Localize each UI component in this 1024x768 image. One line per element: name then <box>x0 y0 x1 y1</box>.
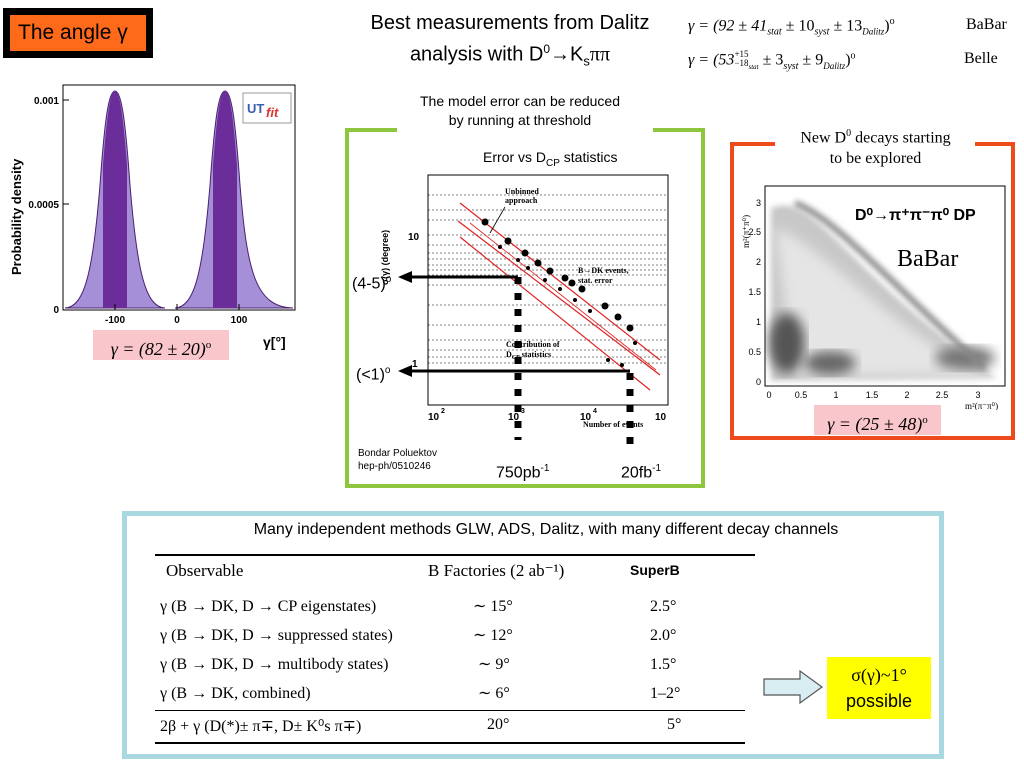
dalitz-ytick-5: 0.5 <box>748 347 761 357</box>
slide-title: The angle γ <box>10 15 146 51</box>
table-last-row: 2β + γ (D(*)± π∓, D± K⁰s π∓) 20° 5° <box>160 716 682 735</box>
obs-table: γ (B → DK, D → CP eigenstates) ∼ 15° 2.5° … <box>160 592 720 708</box>
arrow1-label: (4-5)o <box>352 274 392 293</box>
dalitz-xtick-5: 2.5 <box>936 390 949 400</box>
table-bottom-rule <box>155 742 745 744</box>
measurement-babar: γ = (92 ± 41stat ± 10syst ± 13Dalitz)o B… <box>688 16 1007 38</box>
right-result: γ = (25 ± 48)o <box>814 405 941 435</box>
dalitz-plot: D⁰→π⁺π⁻π⁰ DP BaBar m²(π⁺π⁰) 3 2.5 2 1.5 … <box>741 185 1006 410</box>
left-peak-2-inner <box>213 91 237 308</box>
label-contrib-1: Contribution of <box>506 340 560 349</box>
table-row: γ (B → DK, D → CP eigenstates) ∼ 15° 2.5° <box>160 598 677 615</box>
label-bdk-2: stat. error <box>578 276 613 285</box>
dalitz-ytick-0: 3 <box>756 198 761 208</box>
left-xtick-1: 0 <box>174 315 180 326</box>
mid-ytick-10: 10 <box>408 232 420 243</box>
dalitz-xtick-6: 3 <box>975 390 980 400</box>
orange-frame-top-left <box>730 142 775 146</box>
new-decays-note: New D0 decays starting to be explored <box>800 128 951 168</box>
mid-xtick-1: 10 <box>508 412 520 423</box>
left-result: γ = (82 ± 20)o <box>93 330 229 360</box>
utfit-logo-ut: UT <box>247 101 264 116</box>
green-frame <box>345 128 705 488</box>
header-text: Best measurements from Dalitz analysis w… <box>335 10 685 75</box>
bottom-heading: Many independent methods GLW, ADS, Dalit… <box>253 521 839 538</box>
left-ylabel: Probability density <box>9 158 24 275</box>
dalitz-ytick-6: 0 <box>756 377 761 387</box>
dalitz-region-light <box>775 228 990 376</box>
dalitz-xtick-2: 1 <box>833 390 838 400</box>
header-line2: analysis with D0→Ksππ <box>409 42 611 69</box>
col-bfactories: B Factories (2 ab⁻¹) <box>428 561 565 580</box>
left-ytick-0: 0.001 <box>34 96 59 107</box>
dalitz-ytick-4: 1 <box>756 317 761 327</box>
right-arrow <box>763 669 824 705</box>
dalitz-ytick-3: 1.5 <box>748 287 761 297</box>
orange-frame <box>730 142 1015 440</box>
measurement-belle: γ = (53+15 −18stat ± 3syst ± 9Dalitz)o Be… <box>688 49 998 72</box>
probability-plot: Probability density 0.001 0.0005 0 -100 … <box>9 84 296 350</box>
dalitz-blob-2 <box>804 351 856 375</box>
table-row: γ (B → DK, combined) ∼ 6° 1–2° <box>160 685 681 702</box>
dalitz-ylabel: m²(π⁺π⁰) <box>741 215 751 248</box>
mid-xlabel: Number of events <box>583 420 643 429</box>
label-unbinned-1: Unbinned <box>505 187 539 196</box>
arrow2-label: (<1)o <box>356 365 391 384</box>
mid-xtick-0-exp: 2 <box>441 408 445 415</box>
col-observable: Observable <box>166 561 244 580</box>
label-bdk-1: B→DK events, <box>578 266 629 275</box>
mid-xtick-1-exp: 3 <box>521 408 525 415</box>
mid-ytick-1: 1 <box>412 359 418 370</box>
left-ytick-1: 0.0005 <box>28 200 59 211</box>
green-frame-top-right <box>653 128 705 132</box>
dalitz-xtick-0: 0 <box>766 390 771 400</box>
mid-ylabel: σ(γ) (degree) <box>380 230 390 285</box>
mid-xtick-3: 10 <box>655 412 667 423</box>
mid-xtick-0: 10 <box>428 412 440 423</box>
label-contrib-2: DCP statistics <box>506 350 551 361</box>
credit: Bondar Poluektov hep-ph/0510246 <box>358 448 437 472</box>
mid-xtick-2-exp: 4 <box>593 408 597 415</box>
dalitz-xlabel: m²(π⁻π⁰) <box>965 401 998 410</box>
sigma-badge: σ(γ)~1° possible <box>827 657 931 719</box>
col-superb: SuperB <box>630 562 680 578</box>
exp-belle: Belle <box>964 50 998 67</box>
orange-frame-top-right <box>975 142 1015 146</box>
header-line1: Best measurements from Dalitz <box>370 12 650 34</box>
lumi-750: 750pb-1 <box>496 463 550 482</box>
dalitz-band <box>793 200 988 371</box>
dalitz-title: D⁰→π⁺π⁻π⁰ DP <box>855 207 976 224</box>
dalitz-xtick-1: 0.5 <box>795 390 808 400</box>
table-top-rule <box>155 554 755 556</box>
mid-xtick-2: 10 <box>580 412 592 423</box>
dalitz-babar: BaBar <box>897 246 958 272</box>
left-ytick-2: 0 <box>53 305 59 316</box>
dalitz-ytick-1: 2.5 <box>748 227 761 237</box>
left-xtick-2: 100 <box>231 315 248 326</box>
dalitz-blob-1 <box>769 313 805 373</box>
dalitz-xtick-3: 1.5 <box>866 390 879 400</box>
left-xtick-0: -100 <box>105 315 125 326</box>
model-error-note: The model error can be reduced by runnin… <box>420 93 620 128</box>
left-xlabel: γ[°] <box>263 334 286 350</box>
left-peak-1-inner <box>103 91 127 308</box>
dalitz-ytick-2: 2 <box>756 257 761 267</box>
dalitz-xtick-4: 2 <box>904 390 909 400</box>
table-row: γ (B → DK, D → suppressed states) ∼ 12° 2.… <box>160 627 677 644</box>
title-box: The angle γ <box>3 8 153 58</box>
exp-babar: BaBar <box>966 16 1007 33</box>
green-frame-top-left <box>345 128 397 132</box>
lumi-20: 20fb-1 <box>621 463 662 482</box>
error-plot: σ(γ) (degree) 10 1 10 2 10 3 10 4 10 Num… <box>380 174 669 447</box>
utfit-logo-fit: fit <box>266 105 279 120</box>
table-row: γ (B → DK, D → multibody states) ∼ 9° 1.5° <box>160 656 677 673</box>
plot-title: Error vs DCP statistics <box>483 149 618 169</box>
bottom-frame <box>122 511 944 759</box>
label-unbinned-2: approach <box>505 196 538 205</box>
table-mid-rule <box>155 710 745 711</box>
